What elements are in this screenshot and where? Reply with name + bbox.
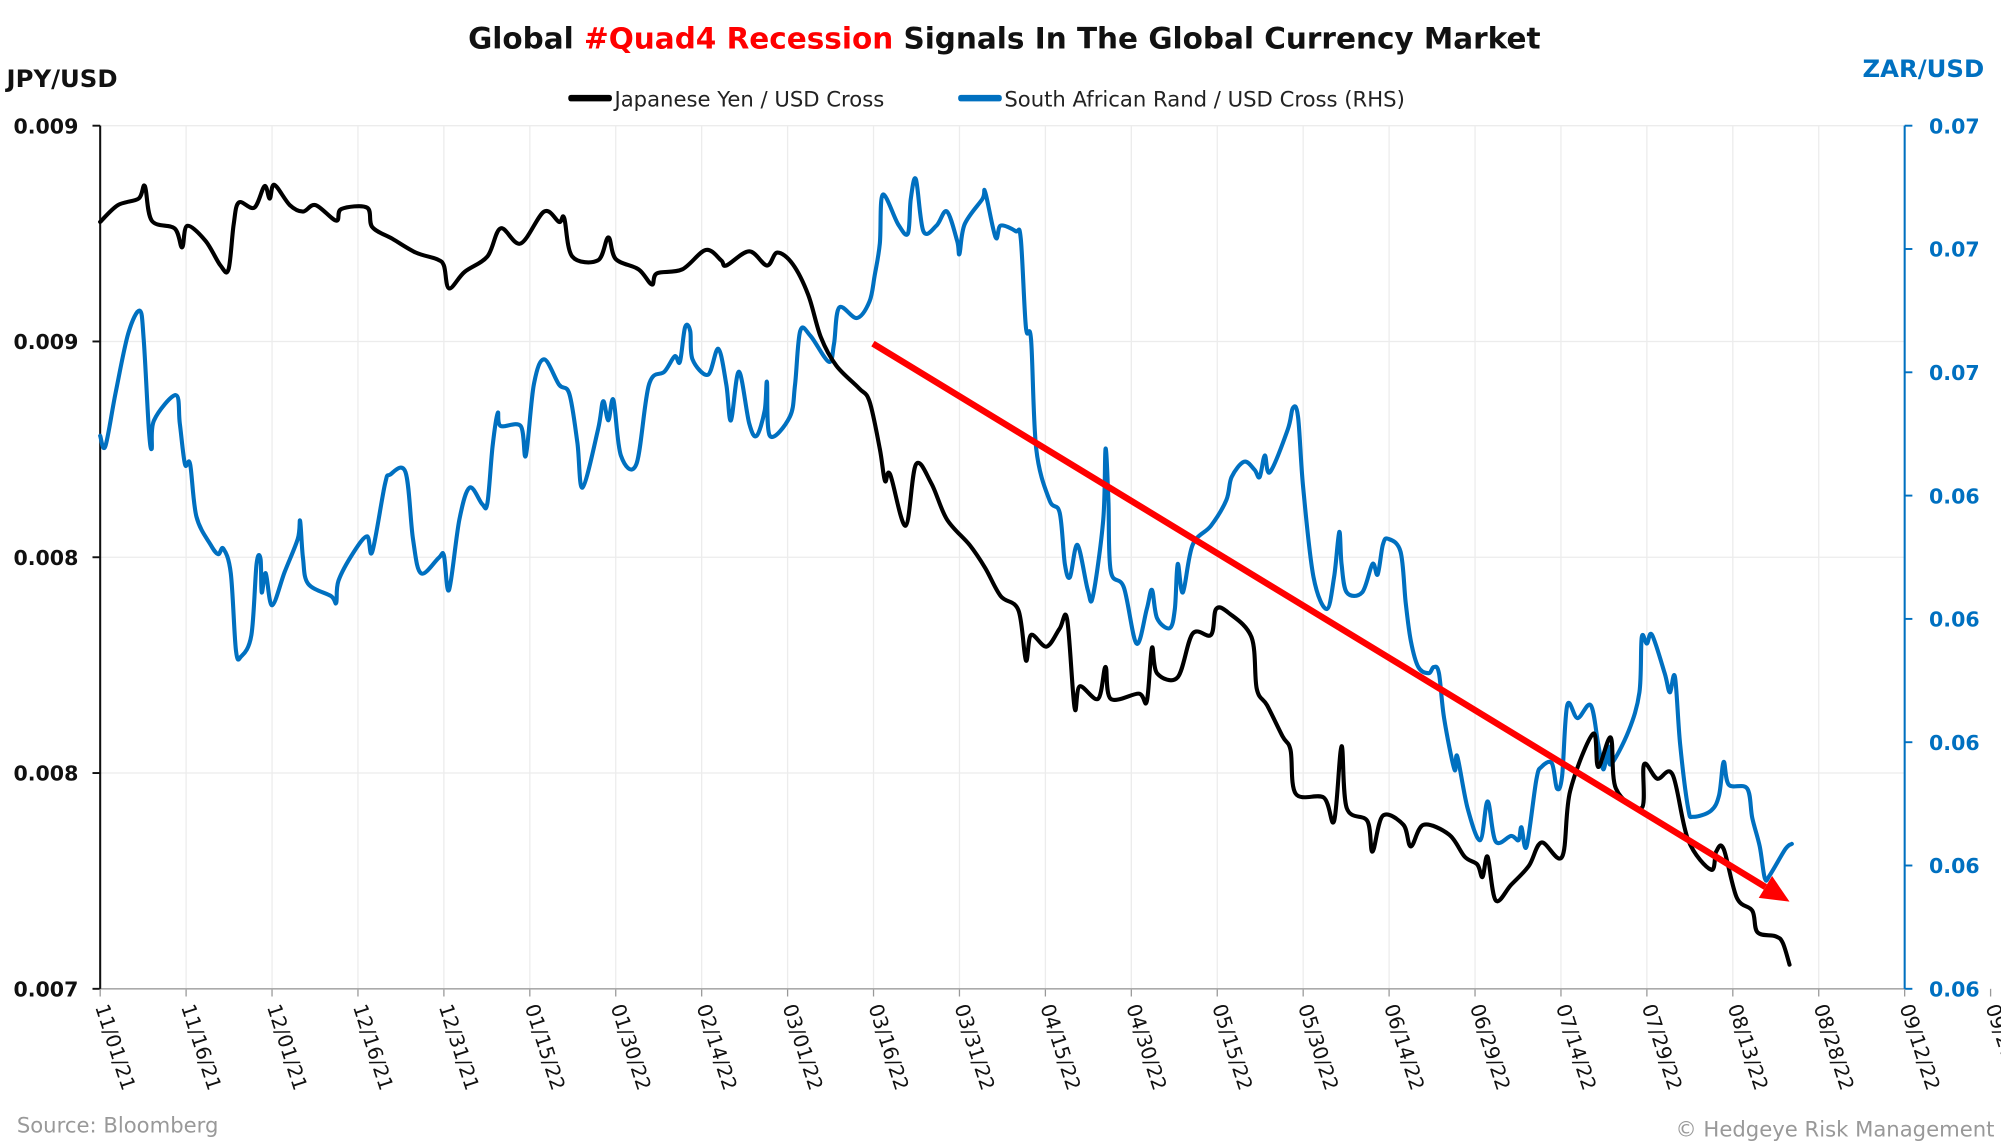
left-axis-title: JPY/USD xyxy=(5,64,118,93)
x-tick-label: 11/16/21 xyxy=(176,1001,225,1093)
trend-arrow-line xyxy=(871,340,1768,890)
legend-swatch-zar xyxy=(958,94,1002,102)
annotations xyxy=(871,340,1790,902)
x-tick-label: 08/28/22 xyxy=(1809,1001,1858,1093)
x-tick-label: 07/14/22 xyxy=(1551,1001,1600,1093)
left-tick-label: 0.008 xyxy=(13,546,78,570)
legend-swatch-jpy xyxy=(568,94,612,102)
right-tick-label: 0.06 xyxy=(1929,854,1980,878)
x-tick-label: 09/27/22 xyxy=(1981,1001,2001,1093)
x-tick-label: 12/01/21 xyxy=(262,1001,311,1093)
trend-arrow-head xyxy=(1758,876,1790,902)
zar-usd-line xyxy=(98,176,1794,883)
series-lines xyxy=(98,176,1794,967)
left-tick-label: 0.007 xyxy=(13,978,78,1002)
right-tick-label: 0.06 xyxy=(1929,484,1980,508)
axes: 0.009 0.009 0.008 0.008 0.007 0.07 0.07 0.07 0.0… xyxy=(13,114,2001,1093)
legend-label-jpy: Japanese Yen / USD Cross xyxy=(612,86,884,111)
right-axis-title: ZAR/USD xyxy=(1862,54,1984,83)
title-part-1: Global xyxy=(468,22,584,56)
x-tick-label: 05/30/22 xyxy=(1293,1001,1342,1093)
left-tick-label: 0.008 xyxy=(13,762,78,786)
right-tick-label: 0.06 xyxy=(1929,608,1980,632)
x-tick-label: 09/12/22 xyxy=(1895,1001,1944,1093)
left-tick-label: 0.009 xyxy=(13,330,78,354)
x-tick-label: 07/29/22 xyxy=(1637,1001,1686,1093)
right-tick-label: 0.06 xyxy=(1929,731,1980,755)
title-part-3: Signals In The Global Currency Market xyxy=(893,22,1540,56)
source-note: Source: Bloomberg xyxy=(17,1112,219,1137)
x-tick-label: 08/13/22 xyxy=(1723,1001,1772,1093)
gridlines xyxy=(100,125,1906,990)
x-tick-label: 04/15/22 xyxy=(1036,1001,1085,1093)
x-tick-label: 03/01/22 xyxy=(778,1001,827,1093)
x-tick-label: 03/31/22 xyxy=(950,1001,999,1093)
x-tick-label: 04/30/22 xyxy=(1121,1001,1170,1093)
x-tick-label: 12/16/21 xyxy=(348,1001,397,1093)
title-highlight: #Quad4 Recession xyxy=(584,22,893,56)
right-tick-label: 0.06 xyxy=(1929,978,1980,1002)
x-tick-label: 11/01/21 xyxy=(90,1001,139,1093)
x-tick-label: 01/30/22 xyxy=(606,1001,655,1093)
x-tick-label: 06/14/22 xyxy=(1379,1001,1428,1093)
x-tick-label: 06/29/22 xyxy=(1465,1001,1514,1093)
legend: Japanese Yen / USD Cross South African R… xyxy=(568,86,1405,111)
copyright-note: © Hedgeye Risk Management xyxy=(1676,1116,1995,1141)
jpy-usd-line xyxy=(98,182,1792,967)
x-tick-label: 12/31/21 xyxy=(434,1001,483,1093)
right-tick-label: 0.07 xyxy=(1929,238,1980,262)
right-tick-label: 0.07 xyxy=(1929,361,1980,385)
legend-label-zar: South African Rand / USD Cross (RHS) xyxy=(1004,86,1405,111)
right-tick-label: 0.07 xyxy=(1929,114,1980,138)
left-tick-label: 0.009 xyxy=(13,114,78,138)
chart-title: Global #Quad4 Recession Signals In The G… xyxy=(468,22,1541,56)
x-tick-label: 03/16/22 xyxy=(864,1001,913,1093)
x-tick-label: 02/14/22 xyxy=(692,1001,741,1093)
x-tick-label: 05/15/22 xyxy=(1207,1001,1256,1093)
x-tick-label: 01/15/22 xyxy=(520,1001,569,1093)
